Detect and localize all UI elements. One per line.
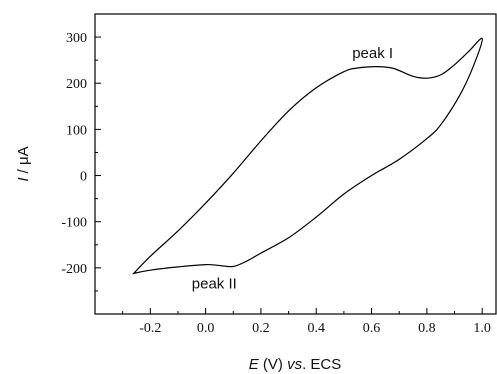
plot-frame	[94, 13, 497, 315]
x-tick-label: 1.0	[473, 321, 491, 336]
peak-i-label: peak I	[352, 45, 393, 62]
peak-ii-label: peak II	[192, 276, 237, 293]
x-tick-label: 0.0	[197, 321, 215, 336]
y-tick-label: -100	[61, 216, 87, 231]
annotations: peak I peak II	[192, 45, 393, 293]
y-axis-label-unit: / μA	[15, 146, 32, 177]
y-axis-label-symbol: I	[15, 177, 32, 181]
x-axis-label-symbol: E	[249, 356, 260, 373]
x-tick-label: 0.6	[363, 321, 381, 336]
y-tick-label: 100	[66, 123, 87, 138]
y-tick-label: 200	[66, 77, 87, 92]
x-tick-label: 0.8	[418, 321, 436, 336]
y-tick-label: 0	[80, 170, 87, 185]
x-axis-label: E (V) vs. ECS	[249, 356, 342, 373]
x-tick-label: 0.4	[307, 321, 325, 336]
x-tick-label: 0.2	[252, 321, 270, 336]
y-axis-ticks: -200 -100 0 100 200 300	[61, 13, 101, 292]
x-axis-label-unit: (V)	[259, 356, 287, 373]
cv-curve	[131, 37, 483, 275]
x-axis-label-ref: . ECS	[302, 356, 341, 373]
x-axis-label-vs: vs	[287, 356, 303, 373]
y-tick-label: -200	[61, 262, 87, 277]
x-axis-ticks: -0.2 0.0 0.2 0.4 0.6 0.8 1.0	[122, 308, 491, 336]
y-axis-label: I / μA	[15, 146, 32, 181]
y-tick-label: 300	[66, 31, 87, 46]
x-tick-label: -0.2	[139, 321, 161, 336]
